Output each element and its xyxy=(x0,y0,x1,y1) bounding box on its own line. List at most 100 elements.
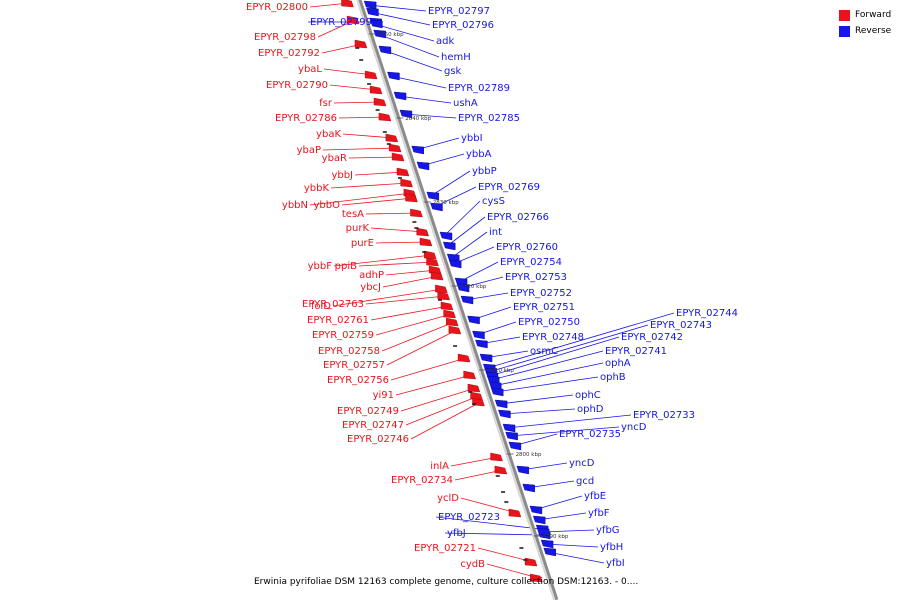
callout-pure xyxy=(375,241,428,244)
gene-label-fsr: fsr xyxy=(319,98,333,109)
gene-feature-ybbp xyxy=(426,191,440,201)
gene-label-epyr-02798: EPYR_02798 xyxy=(254,32,316,43)
gene-feature-yi91 xyxy=(463,370,476,380)
gene-label-ybbi: ybbI xyxy=(461,133,483,144)
callout-tesa xyxy=(365,212,419,215)
callout-epyr-02766 xyxy=(447,216,486,247)
callout-ybcj xyxy=(382,275,440,288)
gene-label-ybbk: ybbK xyxy=(304,183,330,194)
gene-label-ophb: ophB xyxy=(600,372,626,383)
gene-feature-epyr-02750 xyxy=(472,330,485,340)
gene-feature-ybbi xyxy=(411,145,424,155)
callout-ybbf xyxy=(333,254,433,267)
gene-label-ybcj: ybcJ xyxy=(360,282,381,293)
gene-feature-epyr-02757 xyxy=(448,325,462,335)
callout-ybbk xyxy=(330,182,409,189)
gene-label-inla: inlA xyxy=(430,461,449,472)
gene-label-yfbh: yfbH xyxy=(600,542,623,553)
gene-label-epyr-02790: EPYR_02790 xyxy=(266,80,328,91)
gene-label-purk: purK xyxy=(346,223,370,234)
callout-ophd xyxy=(502,408,576,415)
gene-feature-epyr-02758 xyxy=(446,317,459,327)
gene-feature-yfbf xyxy=(532,515,546,525)
gene-label-epyr-02735: EPYR_02735 xyxy=(559,429,621,440)
callout-yfbg xyxy=(541,529,595,533)
gene-label-epyr-02723: EPYR_02723 xyxy=(438,512,500,523)
gene-label-epyr-02785: EPYR_02785 xyxy=(458,113,520,124)
gene-label-epyr-02763: EPYR_02763 xyxy=(302,299,364,310)
gene-label-epyr-02769: EPYR_02769 xyxy=(478,182,540,193)
callout-epyr-02758 xyxy=(381,321,455,352)
axis-tick-label: 2810 kbp xyxy=(488,368,514,374)
gene-feature-yfbe xyxy=(529,505,543,515)
gene-feature-epyr-02786 xyxy=(378,112,392,122)
callout-ppib xyxy=(358,261,435,267)
callout-epyr-02796 xyxy=(370,11,431,26)
gene-label-tesa: tesA xyxy=(342,209,364,220)
gene-feature-osmc xyxy=(479,353,493,363)
callout-gsk xyxy=(382,49,443,72)
gene-label-epyr-02789: EPYR_02789 xyxy=(448,83,510,94)
gene-label-pure: purE xyxy=(351,238,374,249)
gene-feature-adk xyxy=(370,19,383,29)
gene-label-ophd: ophD xyxy=(577,404,604,415)
gene-label-epyr-02751: EPYR_02751 xyxy=(513,302,575,313)
gene-feature-cyss xyxy=(439,231,453,241)
callout-cyss xyxy=(443,200,481,237)
gene-feature-yfbh xyxy=(540,539,554,549)
gene-feature-epyr-02769 xyxy=(430,202,443,212)
callout-cydb xyxy=(486,563,539,579)
gene-feature-ybcj xyxy=(430,271,444,281)
gene-label-epyr-02758: EPYR_02758 xyxy=(318,346,380,357)
gene-feature-epyr-02789 xyxy=(387,71,400,81)
callout-epyr-02749 xyxy=(400,387,477,412)
gene-label-adk: adk xyxy=(436,36,454,47)
gene-labels: EPYR_02800 EPYR_02798 EPYR_02792 ybaL EPYR_0… xyxy=(246,2,738,570)
callout-epyr-02759 xyxy=(375,313,452,336)
genome-axis-shadow xyxy=(356,0,559,600)
callout-epyr-02769 xyxy=(434,186,477,208)
callout-epyr-02754 xyxy=(458,261,499,283)
gene-feature-epyr-02748 xyxy=(475,339,488,349)
gene-label-cydb: cydB xyxy=(460,559,485,570)
gene-label-hemh: hemH xyxy=(441,52,471,63)
callout-yncd xyxy=(509,426,620,437)
gene-feature-ybbj xyxy=(396,167,410,177)
callout-usha xyxy=(397,95,452,104)
gene-label-ybbo: ybbO xyxy=(314,200,341,211)
gene-feature-pure xyxy=(419,237,433,247)
gene-label-gcd: gcd xyxy=(576,476,594,487)
gene-feature-ophd xyxy=(498,409,511,419)
gene-feature-inla xyxy=(490,452,503,462)
gene-label-usha: ushA xyxy=(453,98,478,109)
gene-feature-ycld xyxy=(508,508,522,518)
callout-ybbj xyxy=(354,171,405,176)
callout-ybap xyxy=(322,147,398,151)
gene-label-yfbg: yfbG xyxy=(596,525,620,536)
gene-label-epyr-02748: EPYR_02748 xyxy=(522,332,584,343)
gene-feature-epyr-02797 xyxy=(363,0,377,10)
gene-feature-ybbo xyxy=(405,193,418,203)
callout-epyr-02789 xyxy=(391,75,447,89)
callout-epyr-02742 xyxy=(489,336,620,377)
callout-epyr-02763 xyxy=(365,295,446,305)
gene-label-epyr-02746: EPYR_02746 xyxy=(347,434,409,445)
callout-opha xyxy=(493,362,604,387)
callout-ophc xyxy=(499,394,574,405)
gene-label-epyr-02749: EPYR_02749 xyxy=(337,406,399,417)
gene-label-epyr-02752: EPYR_02752 xyxy=(510,288,572,299)
gene-feature-epyr-02800 xyxy=(341,0,354,8)
gene-label-epyr-02747: EPYR_02747 xyxy=(342,420,404,431)
callout-yfbh xyxy=(545,543,599,548)
gene-label-gsk: gsk xyxy=(444,66,462,77)
gene-feature-epyr-02733 xyxy=(502,423,516,433)
callout-epyr-02743 xyxy=(488,324,649,373)
callout-hemh xyxy=(377,33,440,58)
genome-caption: Erwinia pyrifoliae DSM 12163 complete ge… xyxy=(254,577,639,587)
gene-label-osmc: osmC xyxy=(530,346,558,357)
callout-epyr-02744 xyxy=(487,312,675,369)
callout-epyr-02733 xyxy=(506,414,632,429)
gene-feature-epyr-02734 xyxy=(494,465,508,475)
gene-label-int: int xyxy=(489,227,502,238)
